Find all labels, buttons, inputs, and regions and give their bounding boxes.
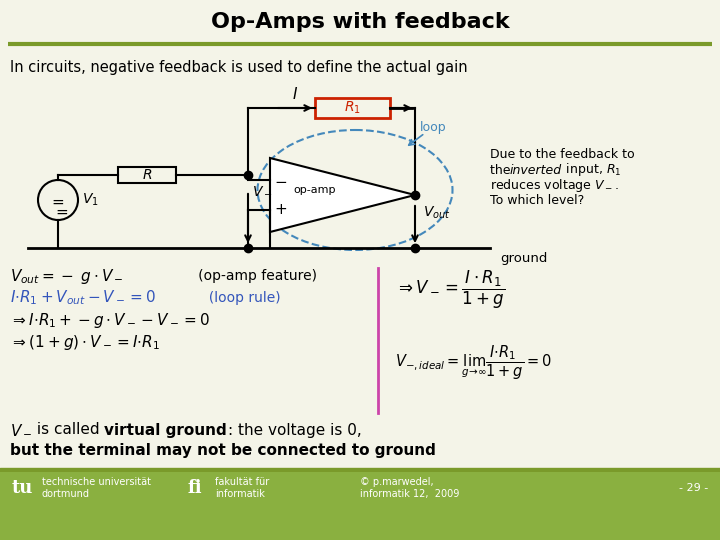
Text: loop: loop	[420, 122, 446, 134]
Text: $R$: $R$	[142, 168, 152, 182]
Text: inverted: inverted	[510, 164, 562, 177]
Text: $V_{out}$: $V_{out}$	[423, 205, 451, 221]
Text: $\Rightarrow (1+g) \cdot V_- = I{\cdot}R_1$: $\Rightarrow (1+g) \cdot V_- = I{\cdot}R…	[10, 333, 160, 352]
Text: $I$: $I$	[292, 86, 298, 102]
Text: : the voltage is 0,: : the voltage is 0,	[228, 422, 361, 437]
Polygon shape	[270, 158, 415, 232]
Text: In circuits, negative feedback is used to define the actual gain: In circuits, negative feedback is used t…	[10, 60, 467, 75]
Text: Due to the feedback to: Due to the feedback to	[490, 148, 634, 161]
Text: © p.marwedel,: © p.marwedel,	[360, 477, 433, 487]
Text: $V_-$: $V_-$	[10, 422, 32, 437]
Text: (loop rule): (loop rule)	[200, 291, 281, 305]
Text: fakultät für: fakultät für	[215, 477, 269, 487]
Text: but the terminal may not be connected to ground: but the terminal may not be connected to…	[10, 442, 436, 457]
Text: $\Rightarrow I{\cdot}R_1+ - g \cdot V_--V_-=0$: $\Rightarrow I{\cdot}R_1+ - g \cdot V_--…	[10, 310, 210, 329]
Text: reduces voltage $V_-$.: reduces voltage $V_-$.	[490, 177, 618, 193]
Text: (op-amp feature): (op-amp feature)	[185, 269, 317, 283]
Text: Op-Amps with feedback: Op-Amps with feedback	[211, 12, 509, 32]
Text: $R_1$: $R_1$	[344, 100, 361, 116]
FancyBboxPatch shape	[0, 472, 720, 540]
Text: informatik: informatik	[215, 489, 265, 499]
Text: informatik 12,  2009: informatik 12, 2009	[360, 489, 459, 499]
Text: =: =	[52, 194, 64, 210]
Text: =: =	[55, 205, 68, 219]
Text: $V_{out} = -\ g \cdot V_-$: $V_{out} = -\ g \cdot V_-$	[10, 267, 124, 286]
Text: op-amp: op-amp	[294, 185, 336, 195]
Text: $V_-$: $V_-$	[252, 183, 272, 197]
Text: To which level?: To which level?	[490, 193, 584, 206]
Text: virtual ground: virtual ground	[104, 422, 227, 437]
Text: technische universität: technische universität	[42, 477, 151, 487]
Text: is called: is called	[32, 422, 104, 437]
FancyBboxPatch shape	[315, 98, 390, 118]
Text: dortmund: dortmund	[42, 489, 90, 499]
Text: $+$: $+$	[274, 202, 287, 217]
Text: tu: tu	[12, 479, 33, 497]
Text: input, $R_1$: input, $R_1$	[562, 161, 621, 179]
Text: $V_1$: $V_1$	[82, 192, 99, 208]
Text: $-$: $-$	[274, 173, 287, 188]
FancyBboxPatch shape	[118, 167, 176, 183]
Text: $V_{-,ideal} = \lim_{g \to \infty} \dfrac{I \cdot R_1}{1+g} = 0$: $V_{-,ideal} = \lim_{g \to \infty} \dfra…	[395, 344, 552, 382]
Text: the: the	[490, 164, 515, 177]
Text: ground: ground	[500, 252, 547, 265]
Text: $I{\cdot}R_1+V_{out}-V_-=0$: $I{\cdot}R_1+V_{out}-V_-=0$	[10, 289, 156, 307]
Text: - 29 -: - 29 -	[679, 483, 708, 493]
Text: fi: fi	[188, 479, 202, 497]
Text: $\Rightarrow V_- = \dfrac{I \cdot R_1}{1+g}$: $\Rightarrow V_- = \dfrac{I \cdot R_1}{1…	[395, 269, 505, 311]
